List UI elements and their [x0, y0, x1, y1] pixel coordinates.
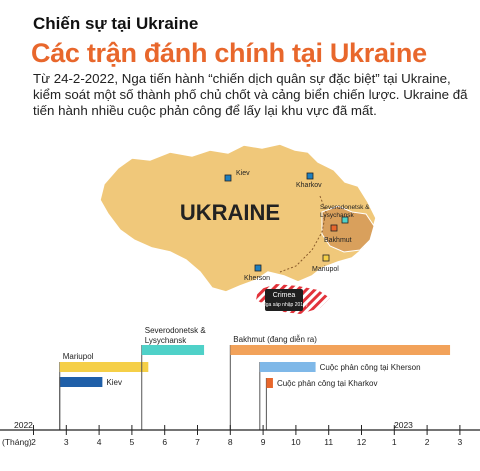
month-tick-label: 10	[291, 437, 301, 447]
event-label: Severodonetsk &	[145, 326, 207, 335]
city-marker	[224, 174, 232, 182]
crimea-note: (Nga sáp nhập 2014)	[261, 302, 308, 308]
event-label: Mariupol	[63, 352, 94, 361]
month-tick-label: 1	[392, 437, 397, 447]
event-label: Cuộc phản công tại Kherson	[320, 363, 421, 372]
event-bar	[141, 345, 205, 355]
city-label: Severodonetsk &	[320, 204, 370, 211]
event-label: Kiev	[106, 378, 122, 387]
kicker: Chiến sự tại Ukraine	[33, 14, 199, 33]
occupied-east-region	[321, 205, 375, 253]
country-label: UKRAINE	[180, 200, 280, 225]
page-title: Các trận đánh chính tại Ukraine	[31, 38, 427, 68]
event-label: Cuộc phản công tại Kharkov	[277, 379, 378, 388]
crimea-label-box	[265, 289, 303, 311]
month-tick-label: 2	[425, 437, 430, 447]
event-bar	[59, 377, 103, 387]
city-marker	[306, 172, 314, 180]
event-bar	[230, 345, 451, 355]
event-label: Bakhmut (đang diễn ra)	[233, 335, 317, 344]
city-marker	[341, 216, 349, 224]
month-tick-label: 3	[64, 437, 69, 447]
event-bar	[59, 362, 149, 372]
event-bar	[259, 362, 316, 372]
month-tick-label: 12	[357, 437, 367, 447]
month-tick-label: 5	[130, 437, 135, 447]
axis-unit-label: (Tháng)	[2, 437, 32, 447]
month-tick-label: 4	[97, 437, 102, 447]
event-label: Lysychansk	[145, 336, 188, 345]
month-tick-label: 8	[228, 437, 233, 447]
intro-text: Từ 24-2-2022, Nga tiến hành “chiến dịch …	[33, 71, 468, 118]
city-marker	[322, 254, 330, 262]
city-label: Lysychansk	[320, 212, 354, 219]
city-label: Kiev	[236, 170, 250, 177]
city-label: Mariupol	[312, 266, 339, 273]
crimea-label: Crimea	[273, 292, 296, 299]
city-label: Kherson	[244, 275, 270, 282]
city-marker	[330, 224, 338, 232]
city-label: Bakhmut	[324, 237, 352, 244]
year-label-2023: 2023	[394, 420, 413, 430]
year-label-2022: 2022	[14, 420, 33, 430]
month-tick-label: 6	[162, 437, 167, 447]
city-marker	[254, 264, 262, 272]
month-tick-label: 7	[195, 437, 200, 447]
month-tick-label: 3	[458, 437, 463, 447]
month-tick-label: 9	[261, 437, 266, 447]
month-tick-label: 11	[324, 437, 333, 447]
event-bar	[266, 378, 273, 388]
city-label: Kharkov	[296, 182, 322, 189]
month-tick-label: 2	[31, 437, 36, 447]
